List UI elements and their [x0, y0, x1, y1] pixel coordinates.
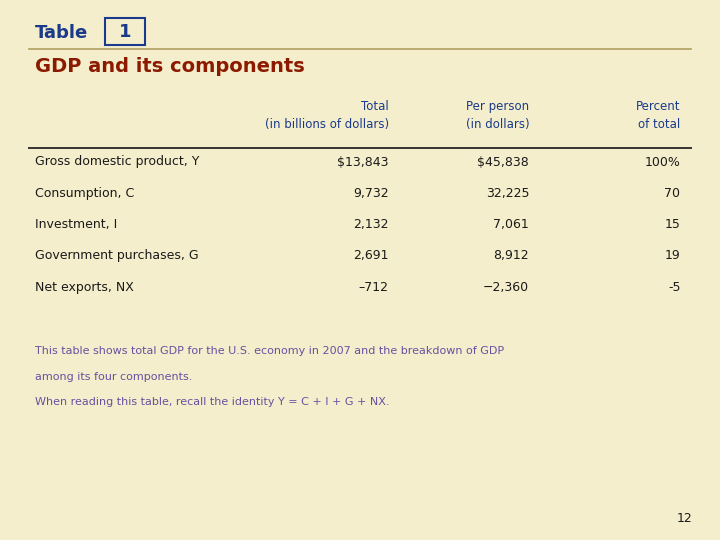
Text: Gross domestic product, Y: Gross domestic product, Y — [35, 156, 199, 168]
Text: among its four components.: among its four components. — [35, 372, 192, 382]
Text: of total: of total — [638, 118, 680, 131]
Text: This table shows total GDP for the U.S. economy in 2007 and the breakdown of GDP: This table shows total GDP for the U.S. … — [35, 346, 504, 356]
Text: $45,838: $45,838 — [477, 156, 529, 168]
Text: Investment, I: Investment, I — [35, 218, 117, 231]
Text: 7,061: 7,061 — [493, 218, 529, 231]
Text: Consumption, C: Consumption, C — [35, 187, 134, 200]
Text: 9,732: 9,732 — [354, 187, 389, 200]
Text: Net exports, NX: Net exports, NX — [35, 281, 133, 294]
Text: 8,912: 8,912 — [494, 249, 529, 262]
Text: When reading this table, recall the identity Y = C + I + G + NX.: When reading this table, recall the iden… — [35, 397, 389, 408]
Text: 2,691: 2,691 — [354, 249, 389, 262]
Text: Total: Total — [361, 100, 389, 113]
Text: 32,225: 32,225 — [486, 187, 529, 200]
Text: -5: -5 — [668, 281, 680, 294]
Text: $13,843: $13,843 — [337, 156, 389, 168]
Text: Percent: Percent — [636, 100, 680, 113]
Text: 100%: 100% — [644, 156, 680, 168]
Text: −2,360: −2,360 — [483, 281, 529, 294]
Text: 19: 19 — [665, 249, 680, 262]
Text: –712: –712 — [359, 281, 389, 294]
Text: 70: 70 — [665, 187, 680, 200]
Text: 2,132: 2,132 — [354, 218, 389, 231]
Text: Government purchases, G: Government purchases, G — [35, 249, 198, 262]
Text: 15: 15 — [665, 218, 680, 231]
Text: Per person: Per person — [466, 100, 529, 113]
FancyBboxPatch shape — [105, 18, 145, 45]
Text: Table: Table — [35, 24, 88, 42]
Text: 1: 1 — [119, 23, 132, 41]
Text: 12: 12 — [677, 512, 693, 525]
Text: (in billions of dollars): (in billions of dollars) — [265, 118, 389, 131]
Text: (in dollars): (in dollars) — [466, 118, 529, 131]
Text: GDP and its components: GDP and its components — [35, 57, 305, 76]
